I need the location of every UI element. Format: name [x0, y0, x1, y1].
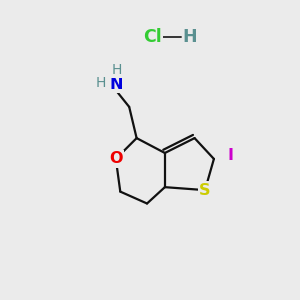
Text: H: H [183, 28, 197, 46]
Text: H: H [96, 76, 106, 90]
Text: Cl: Cl [144, 28, 162, 46]
Text: I: I [227, 148, 233, 164]
Text: H: H [112, 63, 122, 77]
Text: S: S [199, 183, 211, 198]
Text: N: N [110, 77, 124, 92]
Text: O: O [109, 152, 123, 166]
